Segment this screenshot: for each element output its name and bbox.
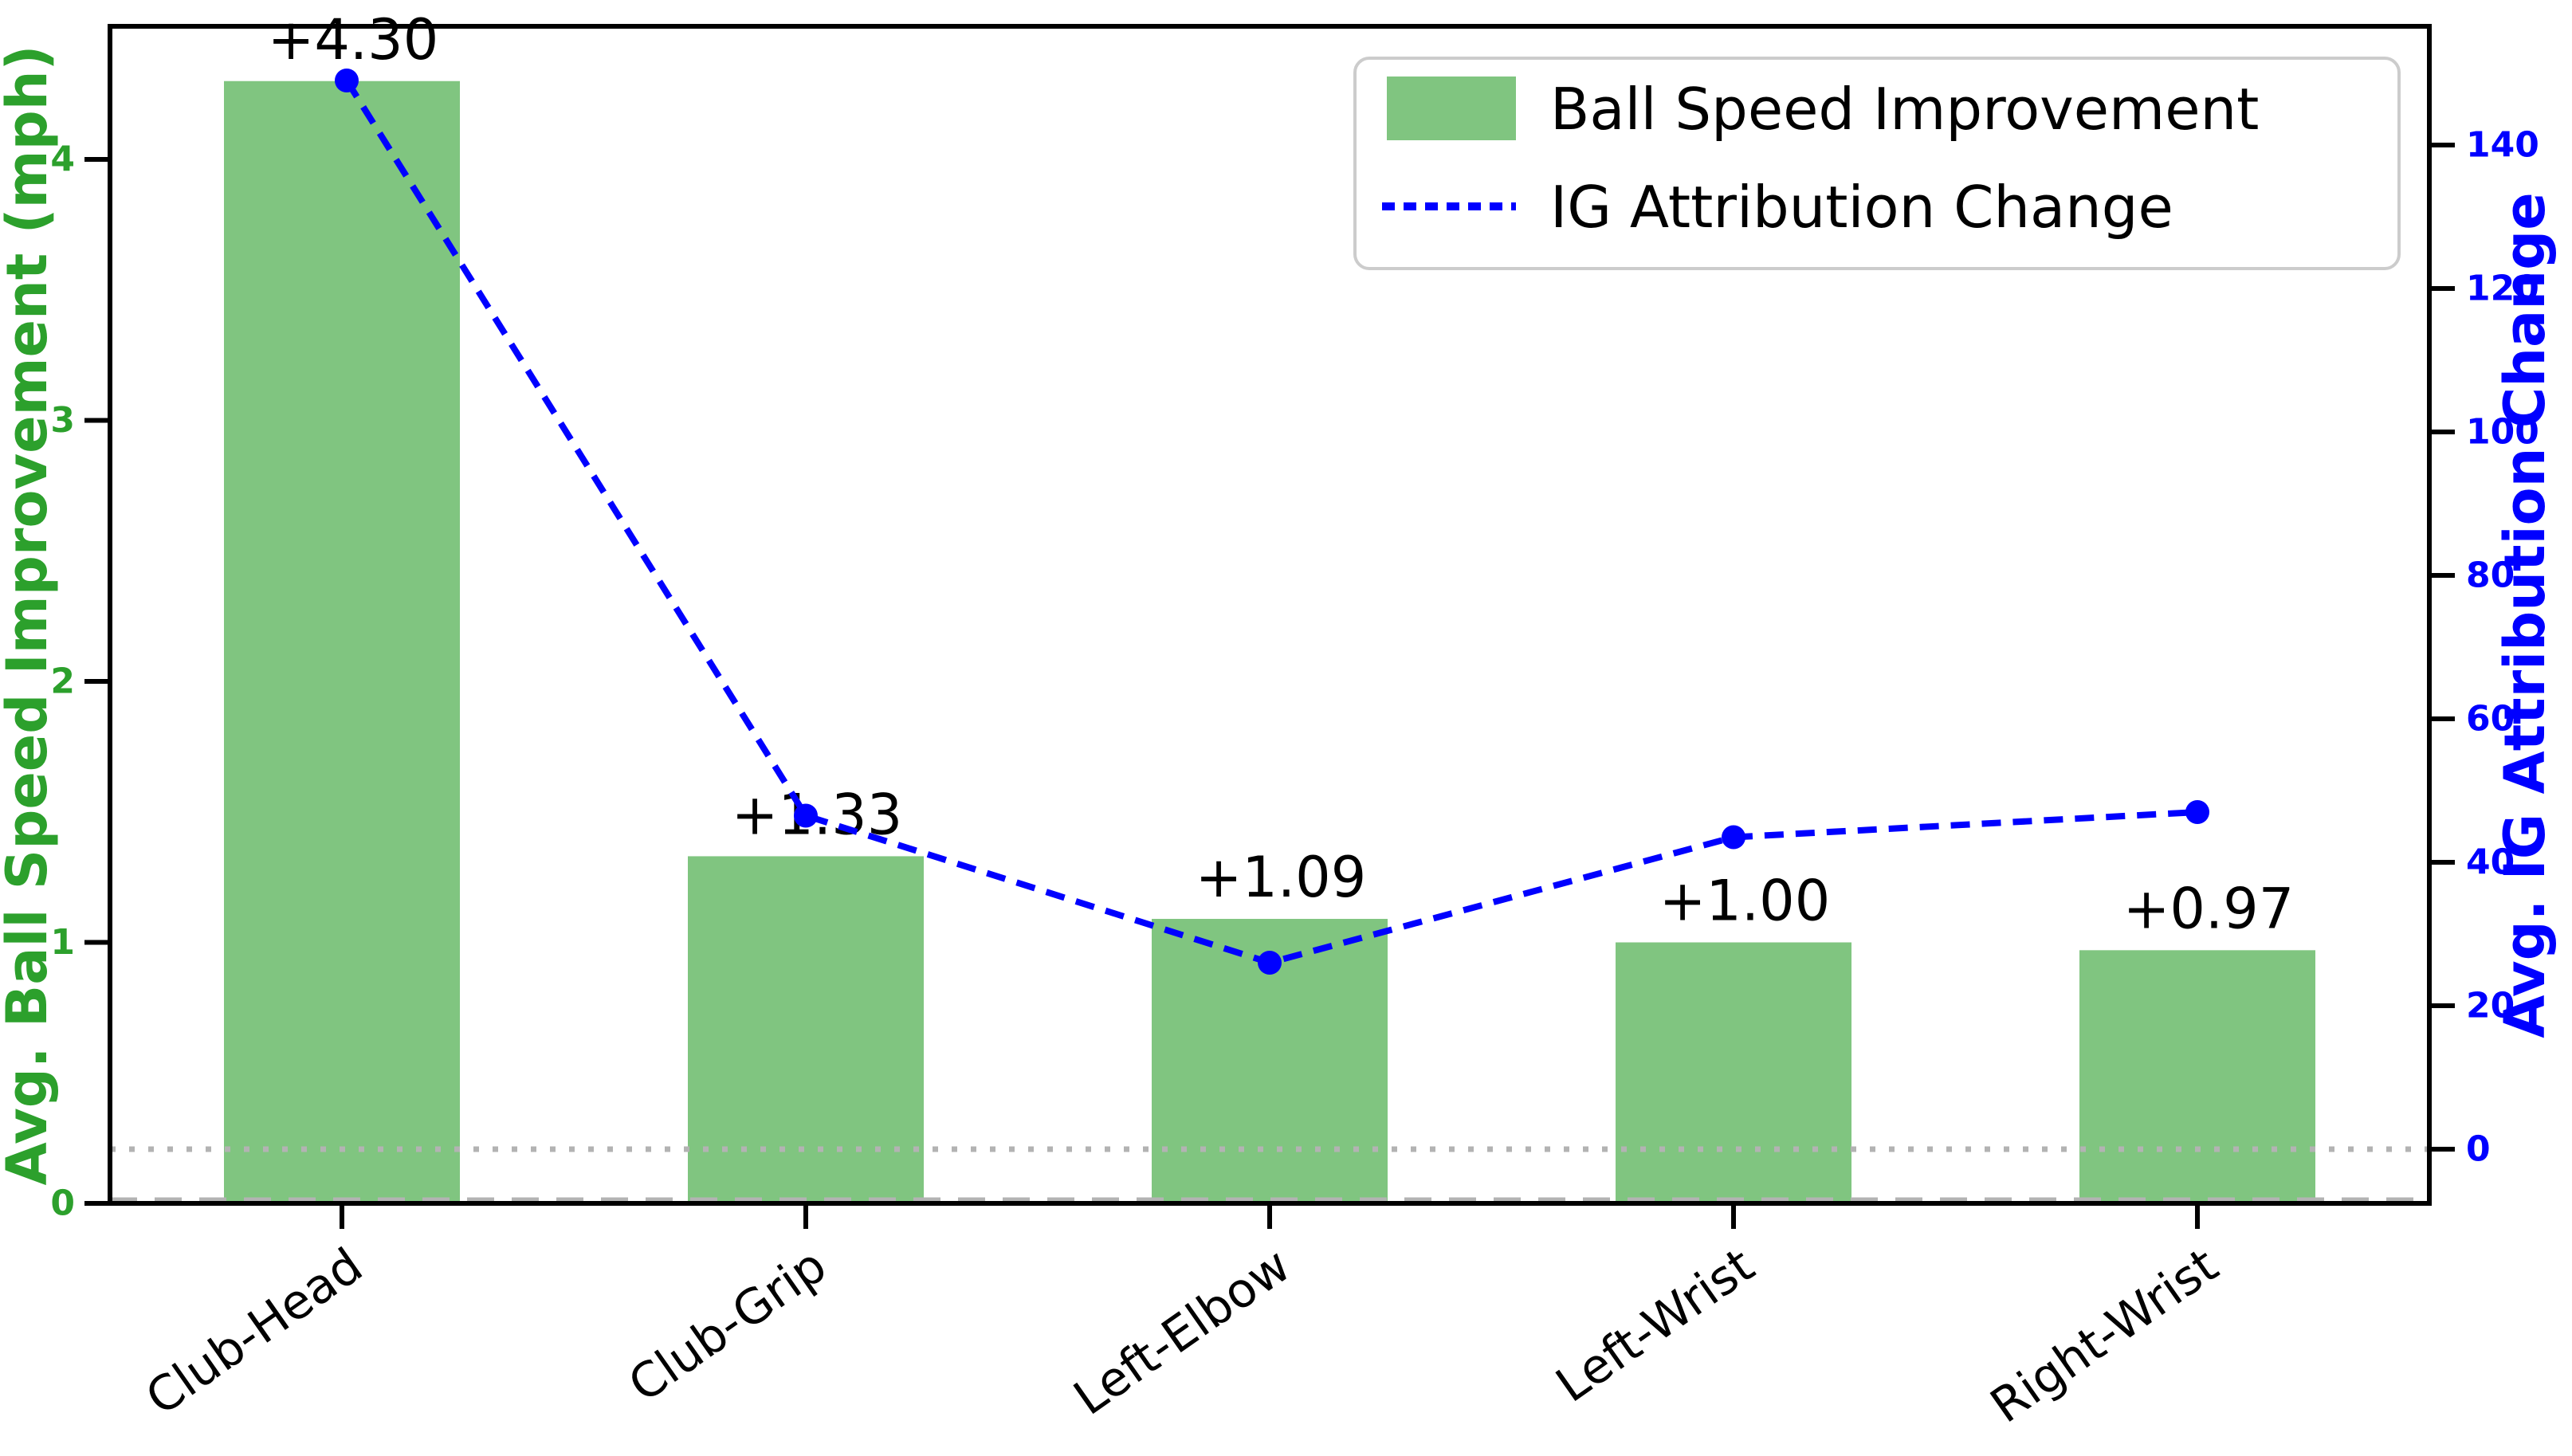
ig-point-right-wrist [2185,800,2209,824]
right-axis-tick-label: 140 [2466,125,2539,166]
right-axis-tick-label: 40 [2466,842,2515,883]
left-axis-tick-label: 1 [50,922,75,963]
left-axis-title: Avg. Ball Speed Improvement (mph) [0,45,60,1185]
legend-label-bar: Ball Speed Improvement [1550,76,2259,143]
x-tick-label-club-head: Club-Head [136,1238,373,1427]
legend-box [1353,57,2401,270]
right-axis-tick-label: 100 [2466,412,2539,453]
x-tick-label-club-grip: Club-Grip [618,1238,836,1413]
right-axis-tick-label: 60 [2466,699,2515,740]
ig-point-left-elbow [1258,951,1282,975]
ig-point-left-wrist [1722,825,1745,850]
legend: Ball Speed Improvement IG Attribution Ch… [1353,57,2401,270]
left-axis-tick-label: 2 [50,661,75,702]
legend-swatch-bar [1387,77,1516,140]
right-axis-tick-label: 0 [2466,1129,2491,1170]
bar-value-label: +0.97 [2123,876,2295,941]
left-axis-tick-label: 4 [50,139,75,180]
right-axis-tick-label: 120 [2466,269,2539,309]
left-axis-tick-label: 0 [50,1183,75,1224]
reference-lines-group [110,1146,2429,1202]
bar-club-head [224,80,460,1203]
bar-value-labels-group: +4.30+1.33+1.09+1.00+0.97 [268,7,2295,942]
right-axis-tick-label: 20 [2466,986,2515,1026]
x-tick-label-right-wrist: Right-Wrist [1981,1238,2228,1434]
ig-point-club-grip [794,803,818,828]
right-axis-tick-label: 80 [2466,555,2515,596]
ig-attribution-line-group [335,69,2209,975]
ig-point-club-head [335,69,359,92]
x-tick-label-left-wrist: Left-Wrist [1546,1238,1764,1414]
left-axis-tick-label: 3 [50,400,75,441]
bar-left-wrist [1616,942,1851,1203]
right-axis-title: Avg. IG Attribution Change [2492,192,2558,1038]
bar-value-label: +1.00 [1659,869,1831,934]
legend-label-line: IG Attribution Change [1550,174,2173,241]
bar-club-grip [688,856,924,1203]
x-tick-label-left-elbow: Left-Elbow [1064,1238,1301,1427]
bar-value-label: +1.09 [1196,845,1367,910]
bar-right-wrist [2079,950,2315,1203]
bar-value-label: +4.30 [268,7,439,73]
bars-group [224,80,2315,1203]
